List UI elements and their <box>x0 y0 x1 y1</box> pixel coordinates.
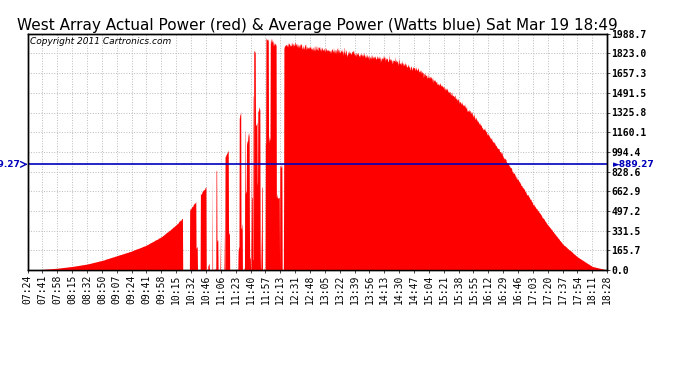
Title: West Array Actual Power (red) & Average Power (Watts blue) Sat Mar 19 18:49: West Array Actual Power (red) & Average … <box>17 18 618 33</box>
Text: Copyright 2011 Cartronics.com: Copyright 2011 Cartronics.com <box>30 37 172 46</box>
Text: 889.27: 889.27 <box>0 160 20 169</box>
Text: ►889.27: ►889.27 <box>613 160 655 169</box>
